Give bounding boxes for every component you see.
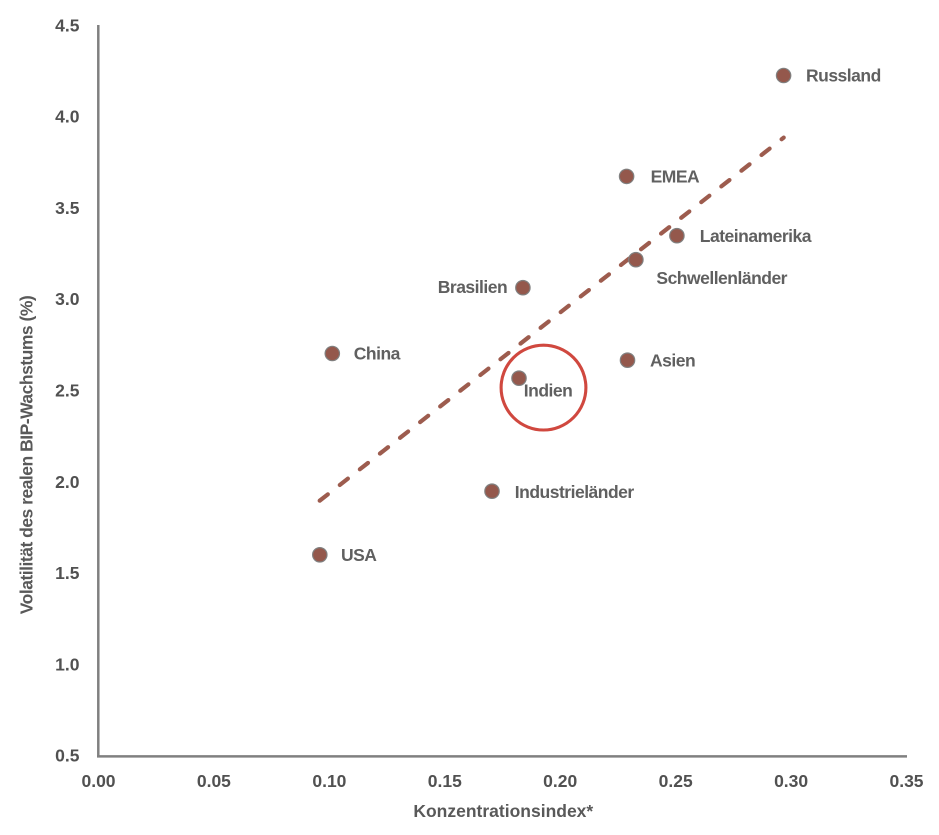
svg-text:Konzentrationsindex*: Konzentrationsindex*	[413, 801, 593, 821]
svg-text:0.25: 0.25	[659, 771, 693, 791]
svg-text:0.20: 0.20	[543, 771, 577, 791]
svg-text:Brasilien: Brasilien	[438, 277, 507, 297]
svg-text:3.0: 3.0	[55, 289, 80, 309]
svg-text:1.0: 1.0	[55, 654, 80, 674]
svg-text:China: China	[354, 344, 401, 364]
svg-text:0.5: 0.5	[55, 746, 80, 766]
svg-text:Indien: Indien	[524, 381, 573, 401]
svg-text:4.0: 4.0	[55, 107, 80, 127]
svg-text:0.00: 0.00	[81, 771, 115, 791]
svg-text:Russland: Russland	[806, 66, 881, 86]
svg-text:Industrieländer: Industrieländer	[515, 482, 635, 502]
svg-text:4.5: 4.5	[55, 15, 80, 35]
svg-text:0.30: 0.30	[774, 771, 808, 791]
svg-text:USA: USA	[341, 545, 377, 565]
svg-text:Volatilität des realen BIP-Wac: Volatilität des realen BIP-Wachstums (%)	[17, 296, 37, 614]
svg-text:2.5: 2.5	[55, 381, 80, 401]
svg-text:Schwellenländer: Schwellenländer	[656, 268, 787, 288]
svg-text:0.15: 0.15	[428, 771, 462, 791]
svg-text:0.10: 0.10	[312, 771, 346, 791]
svg-text:EMEA: EMEA	[651, 167, 700, 187]
svg-text:Lateinamerika: Lateinamerika	[700, 226, 812, 246]
svg-text:0.35: 0.35	[889, 771, 923, 791]
svg-text:Asien: Asien	[650, 351, 695, 371]
svg-text:3.5: 3.5	[55, 198, 80, 218]
svg-text:0.05: 0.05	[197, 771, 231, 791]
svg-text:2.0: 2.0	[55, 472, 80, 492]
svg-text:1.5: 1.5	[55, 563, 80, 583]
